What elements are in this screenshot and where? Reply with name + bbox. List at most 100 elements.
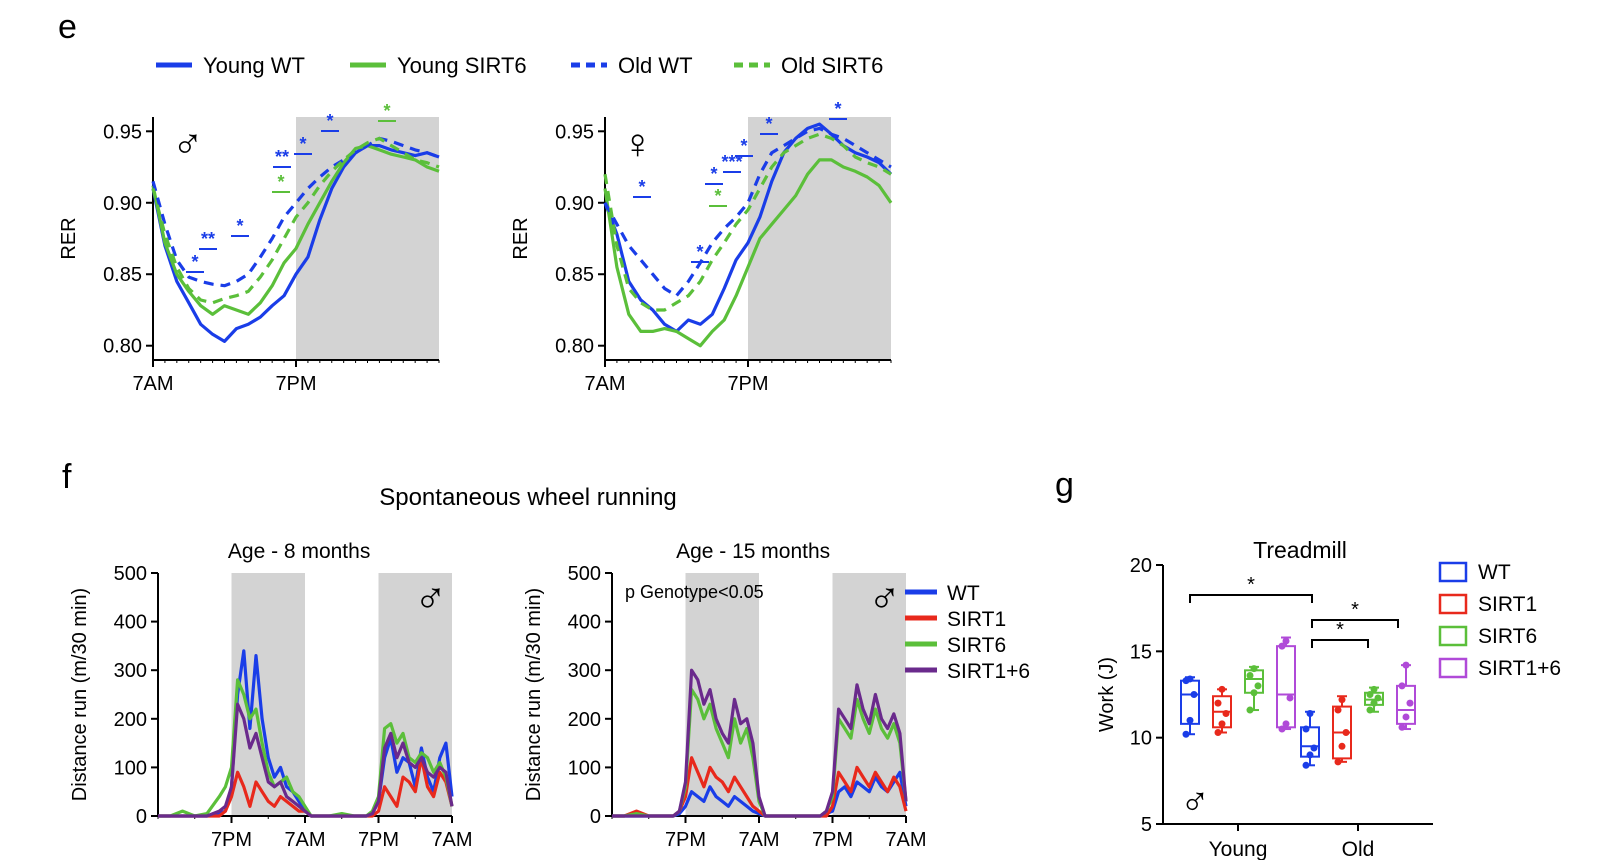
y-axis-label: RER bbox=[58, 217, 80, 259]
x-tick-label: 7PM bbox=[275, 373, 316, 395]
data-point bbox=[1302, 761, 1310, 769]
data-point bbox=[1250, 689, 1258, 697]
legend-label: SIRT1 bbox=[947, 608, 1006, 631]
legend-swatch bbox=[1438, 625, 1468, 647]
y-tick-label: 0.95 bbox=[555, 121, 594, 143]
male-symbol: ♂ bbox=[414, 574, 447, 623]
data-point bbox=[1370, 699, 1378, 707]
y-tick-label: 0.90 bbox=[103, 193, 142, 215]
legend-swatch bbox=[1438, 593, 1468, 615]
data-point bbox=[1334, 706, 1342, 714]
data-point bbox=[1310, 744, 1318, 752]
series-line-sirt1-6 bbox=[158, 702, 454, 818]
y-tick-label: 400 bbox=[568, 612, 601, 634]
chart-wheel-15-months: Age - 15 months 0 100 200 300 400 500 7PM 7AM 7PM… bbox=[523, 540, 1030, 851]
dark-phase-shade bbox=[748, 117, 891, 360]
data-point bbox=[1186, 716, 1194, 724]
data-point bbox=[1218, 720, 1226, 728]
data-point bbox=[1302, 725, 1310, 733]
data-point bbox=[1214, 699, 1222, 707]
data-point bbox=[1246, 706, 1254, 714]
y-tick-label: 500 bbox=[568, 563, 601, 585]
data-point bbox=[1282, 637, 1290, 645]
data-point bbox=[1406, 699, 1414, 707]
x-tick-label: 7PM bbox=[727, 373, 768, 395]
box bbox=[1276, 645, 1296, 729]
x-tick-label: Young bbox=[1209, 838, 1268, 860]
data-point bbox=[1398, 682, 1406, 690]
male-symbol: ♂ bbox=[1180, 780, 1210, 824]
data-point bbox=[1334, 758, 1342, 766]
significance-star: * bbox=[714, 186, 721, 206]
y-tick-label: 200 bbox=[568, 709, 601, 731]
panel-label-e: e bbox=[58, 8, 77, 46]
y-tick-label: 0.95 bbox=[103, 121, 142, 143]
y-tick-label: 500 bbox=[114, 563, 147, 585]
dark-phase-shade bbox=[296, 117, 439, 360]
y-axis-label: Distance run (m/30 min) bbox=[523, 588, 545, 801]
significance-star: * bbox=[191, 252, 198, 272]
y-tick-label: 0.85 bbox=[555, 264, 594, 286]
legend-e: Young WT Young SIRT6 Old WT Old SIRT6 bbox=[156, 53, 883, 78]
legend-label: WT bbox=[1478, 561, 1511, 584]
data-point bbox=[1254, 682, 1262, 690]
significance-star: * bbox=[326, 111, 333, 131]
legend-swatch bbox=[1438, 561, 1468, 583]
x-tick-label: 7AM bbox=[738, 829, 779, 851]
y-tick-label: 15 bbox=[1130, 641, 1152, 663]
legend-swatch bbox=[1438, 657, 1468, 679]
data-point bbox=[1286, 694, 1294, 702]
significance-star: * bbox=[834, 99, 841, 119]
data-point bbox=[1214, 728, 1222, 736]
data-point bbox=[1366, 706, 1374, 714]
series-line-sirt6 bbox=[158, 678, 454, 818]
significance-star: * bbox=[710, 164, 717, 184]
y-axis-label: RER bbox=[510, 217, 532, 259]
significance-star: ** bbox=[275, 147, 289, 167]
f-title: Spontaneous wheel running bbox=[379, 484, 677, 511]
data-point bbox=[1190, 691, 1198, 698]
x-tick-label: 7AM bbox=[584, 373, 625, 395]
series-line-old-sirt6 bbox=[603, 132, 892, 312]
legend-label: SIRT1+6 bbox=[947, 660, 1030, 683]
significance-bracket bbox=[1311, 639, 1369, 648]
y-tick-label: 0 bbox=[590, 806, 601, 828]
significance-star: ** bbox=[201, 229, 215, 249]
legend-e-label: Young SIRT6 bbox=[397, 53, 527, 78]
y-tick-label: 0.90 bbox=[555, 193, 594, 215]
y-tick-label: 5 bbox=[1141, 814, 1152, 836]
x-tick-label: 7PM bbox=[665, 829, 706, 851]
x-tick-label: 7PM bbox=[812, 829, 853, 851]
panel-label-g: g bbox=[1055, 466, 1074, 504]
panel-label-f: f bbox=[62, 458, 72, 496]
y-tick-label: 0.80 bbox=[555, 336, 594, 358]
data-point bbox=[1306, 709, 1314, 717]
data-point bbox=[1402, 661, 1410, 669]
data-point bbox=[1370, 685, 1378, 693]
y-tick-label: 20 bbox=[1130, 555, 1152, 577]
significance-star: * bbox=[765, 114, 772, 134]
chart-title: Treadmill bbox=[1253, 537, 1347, 563]
data-point bbox=[1250, 665, 1258, 673]
data-point bbox=[1278, 642, 1286, 650]
data-point bbox=[1374, 694, 1382, 702]
series-line-sirt1-6 bbox=[612, 668, 908, 818]
female-symbol: ♀ bbox=[622, 120, 654, 167]
legend-e-label: Young WT bbox=[203, 53, 305, 78]
legend-label: SIRT6 bbox=[947, 634, 1006, 657]
male-symbol: ♂ bbox=[868, 574, 901, 623]
data-point bbox=[1222, 709, 1230, 717]
chart-title: Age - 15 months bbox=[676, 540, 830, 563]
significance-star: * bbox=[277, 172, 284, 192]
significance-star: * bbox=[299, 134, 306, 154]
significance-star: * bbox=[696, 242, 703, 262]
x-tick-label: Old bbox=[1342, 838, 1375, 860]
chart-title: Age - 8 months bbox=[228, 540, 370, 563]
x-tick-label: 7AM bbox=[284, 829, 325, 851]
data-point bbox=[1402, 713, 1410, 721]
data-point bbox=[1366, 691, 1374, 698]
legend-label: SIRT6 bbox=[1478, 625, 1537, 648]
series-line-young-sirt6 bbox=[603, 158, 893, 348]
male-symbol: ♂ bbox=[172, 120, 204, 167]
